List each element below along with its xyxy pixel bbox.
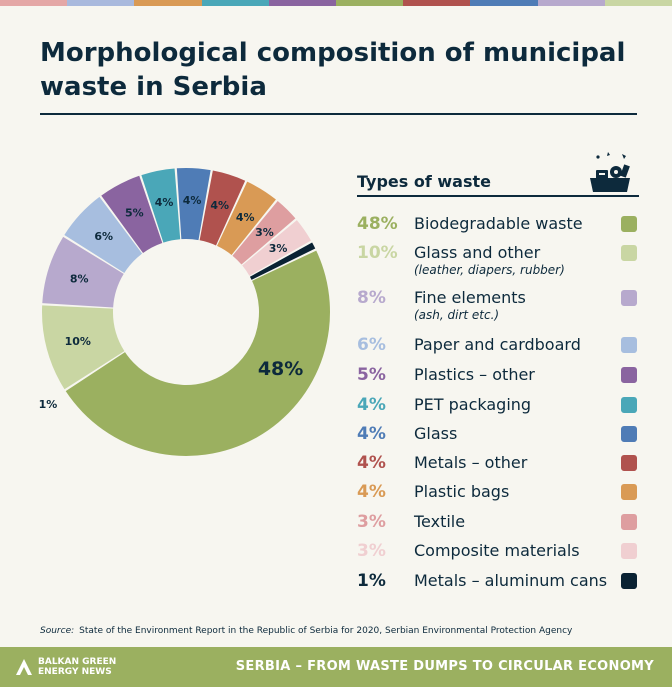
legend-item-label: Paper and cardboard: [414, 335, 581, 354]
top-strip-segment: [67, 0, 135, 6]
legend-item-swatch: [621, 245, 637, 261]
legend-item-label: Glass and other: [414, 243, 541, 262]
legend-item-label: Glass: [414, 424, 458, 443]
top-strip-segment: [537, 0, 605, 6]
slice-value-label: 3%: [255, 226, 274, 239]
top-strip-segment: [201, 0, 269, 6]
top-color-strip: [0, 0, 672, 6]
legend-item-note: (ash, dirt etc.): [414, 308, 500, 322]
slice-value-label: 3%: [269, 242, 288, 255]
legend-item-label: Plastics – other: [414, 365, 535, 384]
slice-value-label: 8%: [70, 272, 89, 285]
legend-item-swatch: [621, 367, 637, 383]
top-strip-segment: [604, 0, 672, 6]
slice-value-label: 4%: [210, 199, 229, 212]
source-text: State of the Environment Report in the R…: [79, 626, 573, 636]
donut-slice: [141, 168, 181, 243]
legend-item-value: 5%: [357, 365, 386, 385]
legend-item-label: Composite materials: [414, 541, 580, 560]
top-strip-segment: [0, 0, 68, 6]
legend-item-label: Plastic bags: [414, 482, 510, 501]
legend-item-value: 48%: [357, 214, 398, 234]
legend-item-value: 4%: [357, 395, 386, 415]
legend-item-label: Biodegradable waste: [414, 214, 583, 233]
top-strip-segment: [268, 0, 337, 6]
legend-title: Types of waste: [357, 172, 491, 191]
top-strip-segment: [336, 0, 404, 6]
slice-value-label: 10%: [65, 335, 91, 348]
legend-item-swatch: [621, 426, 637, 442]
legend-item-value: 4%: [357, 482, 386, 502]
donut-slice: [242, 220, 312, 276]
footer-bar: BALKAN GREEN ENERGY NEWS SERBIA – FROM W…: [0, 647, 672, 687]
legend-item-swatch: [621, 337, 637, 353]
legend-item-label: Metals – aluminum cans: [414, 571, 608, 590]
donut-slice: [42, 236, 124, 308]
legend-item-swatch: [621, 290, 637, 306]
donut-slice: [232, 200, 296, 265]
slice-value-label: 4%: [155, 196, 174, 209]
page-title: Morphological composition of municipal w…: [40, 38, 626, 102]
legend-item-swatch: [621, 216, 637, 232]
donut-slice: [42, 305, 125, 390]
legend-item-value: 4%: [357, 424, 386, 444]
title-divider: [40, 113, 637, 115]
source-label: Source:: [40, 626, 75, 636]
legend-item-label: Textile: [414, 512, 466, 531]
footer-tagline: SERBIA – FROM WASTE DUMPS TO CIRCULAR EC…: [235, 659, 654, 674]
legend-item-label: PET packaging: [414, 395, 532, 414]
donut-slice: [176, 168, 211, 241]
slice-value-label: 48%: [258, 358, 303, 380]
legend-item-value: 4%: [357, 453, 386, 473]
source-note: Source: State of the Environment Report i…: [40, 626, 572, 636]
donut-slice: [217, 181, 276, 255]
donut-slice: [65, 250, 331, 457]
top-strip-segment: [134, 0, 202, 6]
legend-item-swatch: [621, 455, 637, 471]
legend-item-value: 3%: [357, 512, 386, 532]
legend-item-value: 3%: [357, 541, 386, 561]
top-strip-segment: [403, 0, 471, 6]
legend-item-value: 6%: [357, 335, 386, 355]
slice-value-label: 4%: [183, 194, 202, 207]
legend-item-value: 8%: [357, 288, 386, 308]
legend-item-swatch: [621, 573, 637, 589]
slice-value-label: 1%: [39, 398, 58, 411]
waste-bin-icon: [590, 152, 630, 192]
donut-slice: [249, 242, 316, 280]
donut-slice: [199, 170, 246, 246]
legend-item-swatch: [621, 514, 637, 530]
donut-slice: [101, 175, 163, 253]
footer-logo-text: BALKAN GREEN ENERGY NEWS: [38, 657, 117, 677]
slice-value-label: 5%: [125, 207, 144, 220]
logo-mark-icon: [16, 659, 32, 675]
legend-item-swatch: [621, 484, 637, 500]
legend-item-swatch: [621, 543, 637, 559]
legend-item-label: Metals – other: [414, 453, 528, 472]
top-strip-segment: [470, 0, 538, 6]
legend-item-swatch: [621, 397, 637, 413]
legend-item-value: 1%: [357, 571, 386, 591]
slice-value-label: 4%: [236, 211, 255, 224]
legend-divider: [357, 195, 639, 197]
donut-slice: [64, 196, 143, 273]
slice-value-label: 6%: [94, 230, 113, 243]
legend-item-note: (leather, diapers, rubber): [414, 263, 565, 277]
legend-item-value: 10%: [357, 243, 398, 263]
legend-item-label: Fine elements: [414, 288, 526, 307]
